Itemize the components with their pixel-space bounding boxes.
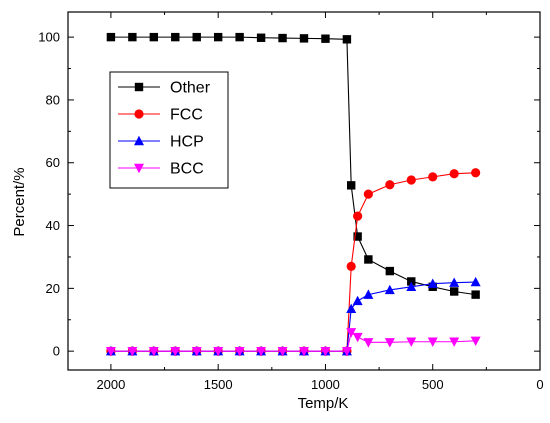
legend-label: Other xyxy=(170,80,211,97)
data-point xyxy=(364,255,373,264)
data-point xyxy=(299,34,309,43)
data-point xyxy=(471,168,481,178)
legend-entry: BCC xyxy=(118,161,204,178)
y-tick-label: 40 xyxy=(46,218,60,233)
data-point xyxy=(470,336,481,346)
data-point xyxy=(353,211,363,221)
data-point xyxy=(363,338,374,348)
data-point xyxy=(406,281,417,291)
data-point xyxy=(449,287,459,296)
legend-entry: HCP xyxy=(118,134,204,151)
y-tick-label: 80 xyxy=(46,92,60,107)
data-point xyxy=(407,277,416,286)
data-point xyxy=(346,328,357,338)
data-point xyxy=(363,289,374,299)
data-point xyxy=(213,32,223,42)
legend-marker xyxy=(134,82,144,92)
data-point xyxy=(256,346,267,357)
x-tick-label: 1500 xyxy=(204,377,233,392)
series-line xyxy=(110,172,476,352)
data-point xyxy=(449,277,460,287)
y-tick-label: 60 xyxy=(46,155,60,170)
legend-marker xyxy=(134,135,144,146)
series-bcc xyxy=(105,328,481,357)
data-point xyxy=(406,337,417,347)
series-hcp xyxy=(105,276,481,356)
data-point xyxy=(299,346,309,357)
data-point xyxy=(234,346,245,357)
data-point xyxy=(352,332,363,343)
series-fcc xyxy=(106,168,481,356)
y-axis-label: Percent/% xyxy=(11,167,28,236)
data-point xyxy=(341,346,352,357)
data-point xyxy=(384,284,395,295)
data-point xyxy=(213,346,224,357)
x-tick-label: 1000 xyxy=(311,377,340,392)
x-tick-label: 500 xyxy=(422,377,444,392)
legend-marker xyxy=(134,109,144,119)
data-point xyxy=(346,261,356,271)
series-line xyxy=(110,331,476,352)
data-point xyxy=(353,232,362,241)
data-point xyxy=(192,32,201,42)
legend-label: HCP xyxy=(170,134,204,151)
data-point xyxy=(128,32,137,42)
legend-label: FCC xyxy=(170,107,203,124)
data-point xyxy=(106,32,116,42)
data-point xyxy=(191,346,202,357)
data-point xyxy=(277,346,288,357)
data-point xyxy=(256,33,266,42)
x-axis-label: Temp/K xyxy=(298,395,349,412)
data-point xyxy=(406,175,416,185)
data-point xyxy=(428,172,438,182)
data-point xyxy=(235,32,244,42)
data-point xyxy=(170,346,181,357)
x-tick-label: 2000 xyxy=(96,377,125,392)
data-point xyxy=(346,303,357,313)
data-point xyxy=(342,35,352,44)
legend-label: BCC xyxy=(170,161,204,178)
plot-frame xyxy=(67,11,541,371)
legend-entry: FCC xyxy=(118,107,203,124)
data-point xyxy=(385,266,395,276)
data-point xyxy=(427,337,438,347)
x-tick-label: 0 xyxy=(536,377,543,392)
data-point xyxy=(278,33,287,43)
data-point xyxy=(347,181,356,190)
series-line xyxy=(110,281,476,352)
legend-box xyxy=(109,71,229,189)
data-point xyxy=(384,338,395,348)
data-point xyxy=(105,346,116,357)
data-point xyxy=(320,346,331,357)
y-tick-label: 0 xyxy=(53,344,60,359)
data-point xyxy=(363,189,373,199)
legend-entry: Other xyxy=(118,80,211,97)
data-point xyxy=(171,32,180,42)
y-tick-label: 20 xyxy=(46,281,60,296)
y-tick-label: 100 xyxy=(38,30,60,45)
data-point xyxy=(449,169,459,179)
data-point xyxy=(149,32,159,42)
legend-marker xyxy=(134,163,144,174)
data-point xyxy=(449,337,460,347)
data-point xyxy=(427,278,438,288)
data-point xyxy=(471,290,480,299)
data-point xyxy=(148,346,159,357)
data-point xyxy=(321,34,330,43)
data-point xyxy=(127,346,138,357)
data-point xyxy=(385,180,395,190)
data-point xyxy=(352,295,363,306)
data-point xyxy=(470,276,481,287)
